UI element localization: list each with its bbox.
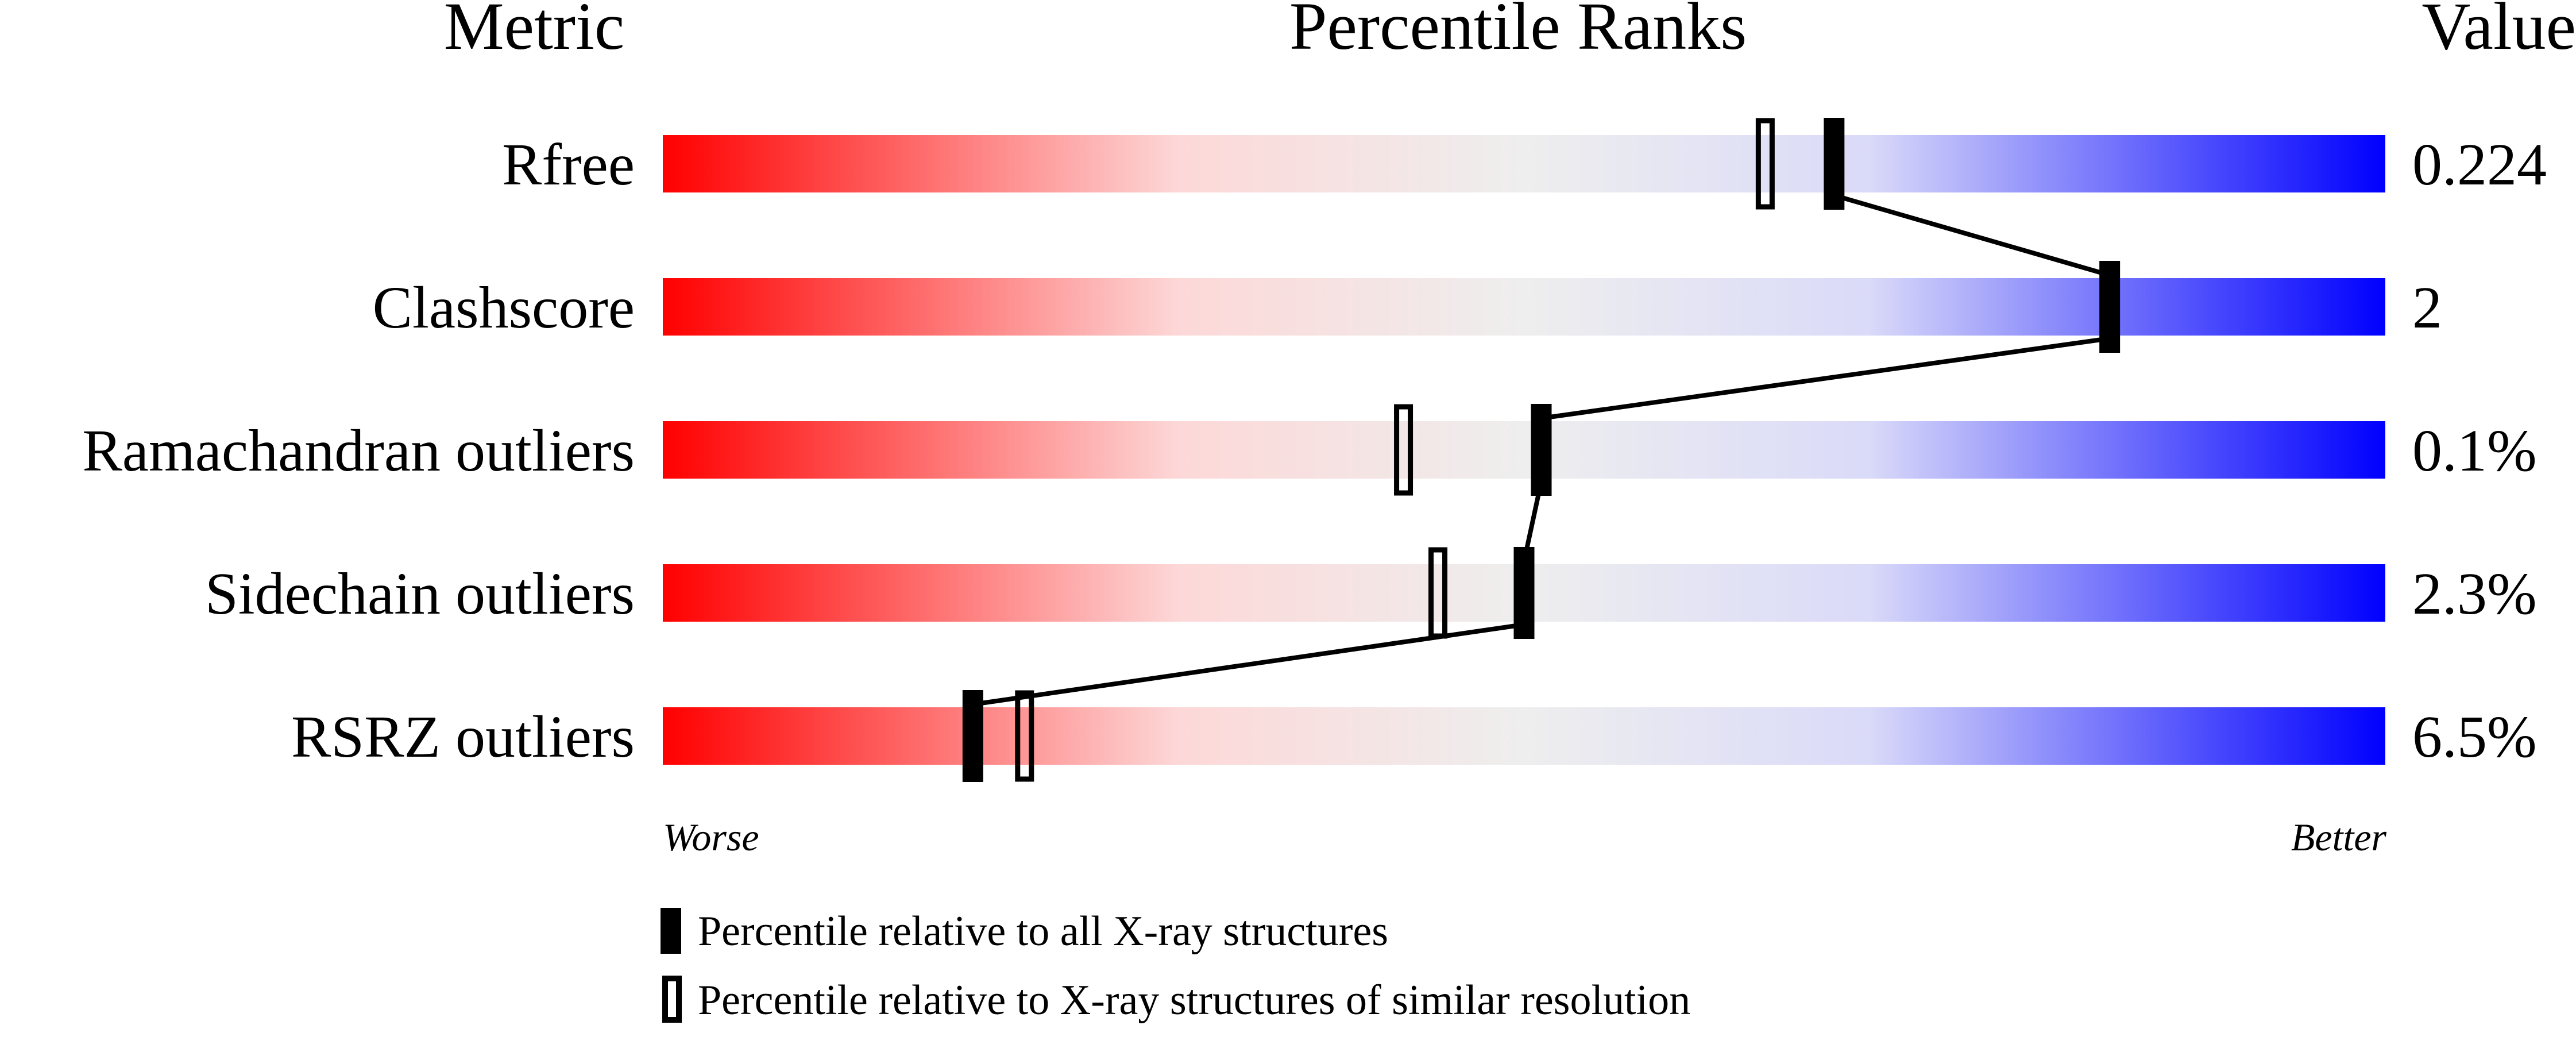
connector-line xyxy=(1540,336,2110,421)
connector-line xyxy=(972,622,1525,707)
header-percentile-ranks: Percentile Ranks xyxy=(1289,0,1747,64)
metric-value: 2.3% xyxy=(2412,561,2537,627)
metric-value: 6.5% xyxy=(2412,704,2537,770)
header-value: Value xyxy=(2421,0,2576,64)
percentile-bar xyxy=(663,421,2385,479)
metric-value: 0.1% xyxy=(2412,418,2537,484)
marker-all-structures xyxy=(1513,547,1535,639)
marker-similar-resolution xyxy=(1394,404,1413,496)
marker-all-structures xyxy=(962,690,983,782)
marker-similar-resolution xyxy=(1755,118,1775,210)
connector-line xyxy=(1833,193,2111,278)
marker-all-structures xyxy=(1531,404,1552,496)
marker-similar-resolution xyxy=(1015,690,1034,782)
metric-value: 0.224 xyxy=(2412,132,2547,198)
marker-all-structures xyxy=(1824,118,1845,210)
marker-all-structures xyxy=(2099,261,2121,353)
worse-label: Worse xyxy=(663,815,759,859)
legend-filled-label: Percentile relative to all X-ray structu… xyxy=(698,908,1388,955)
metric-label: Rfree xyxy=(502,132,635,198)
legend-open-label: Percentile relative to X-ray structures … xyxy=(698,977,1690,1024)
metric-label: Sidechain outliers xyxy=(205,561,635,627)
metric-value: 2 xyxy=(2412,275,2442,341)
metric-label: Clashscore xyxy=(373,275,635,341)
metric-label: Ramachandran outliers xyxy=(82,418,635,484)
better-label: Better xyxy=(2291,815,2387,859)
legend-open-marker xyxy=(662,976,682,1023)
header-metric: Metric xyxy=(444,0,625,64)
percentile-bar xyxy=(663,135,2385,192)
legend-filled-marker xyxy=(661,908,681,954)
metric-label: RSRZ outliers xyxy=(291,704,635,770)
percentile-bar xyxy=(663,278,2385,336)
percentile-bar xyxy=(663,707,2385,765)
